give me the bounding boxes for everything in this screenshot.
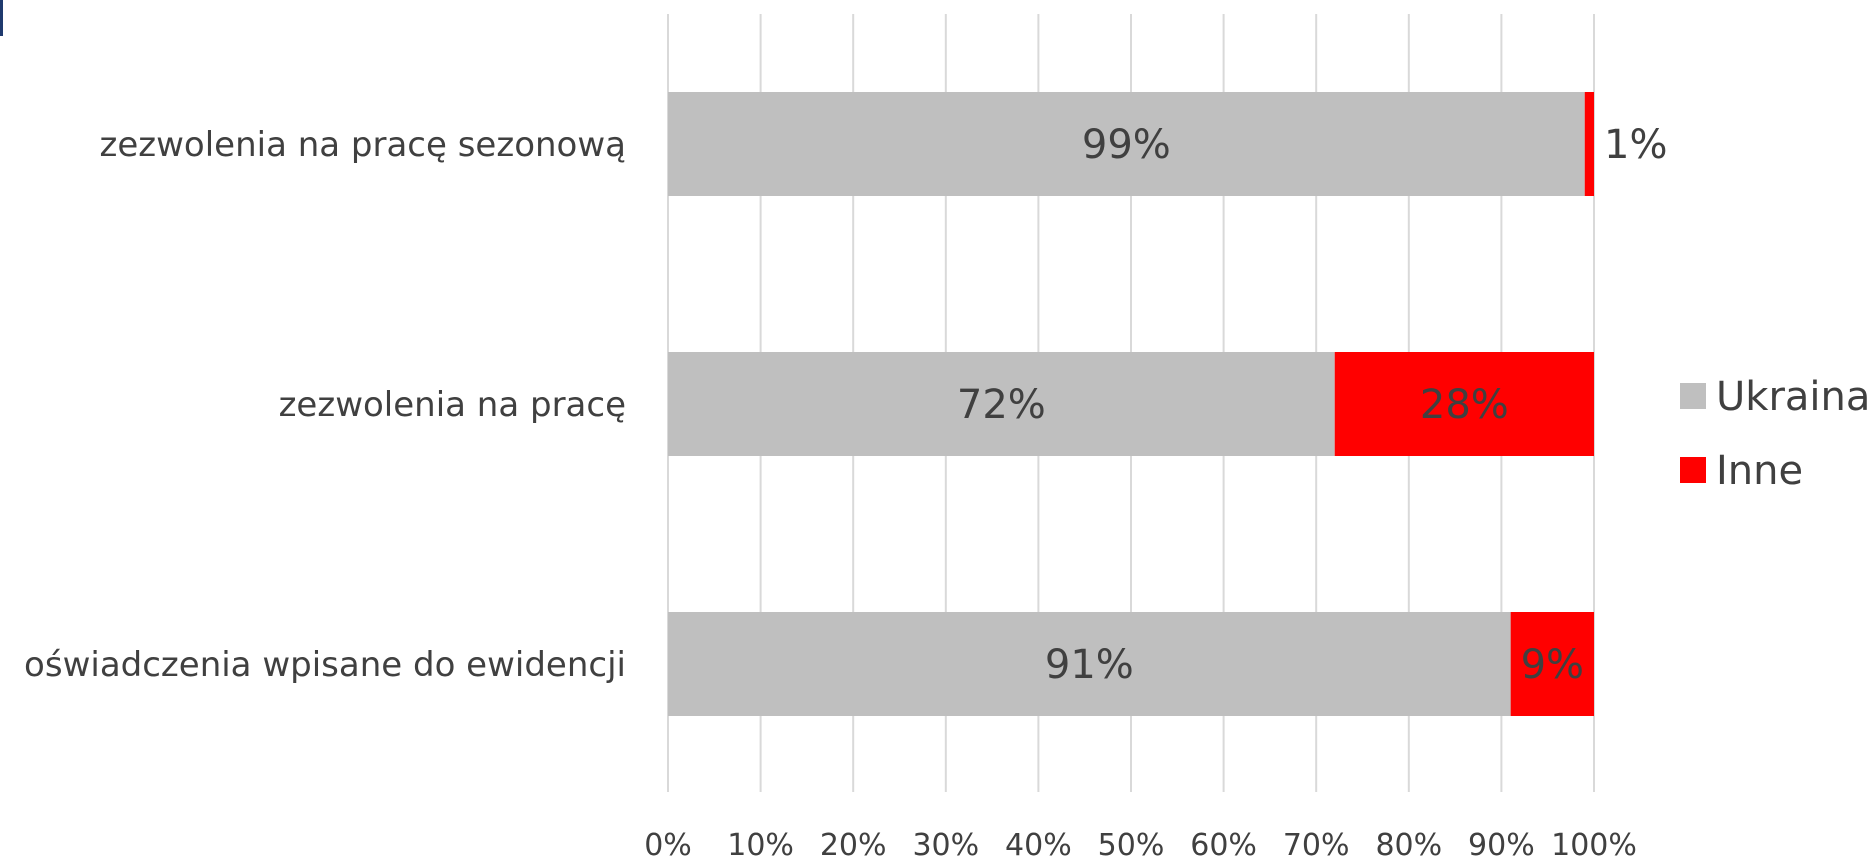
legend-label: Ukraina: [1716, 374, 1868, 420]
data-label: 72%: [957, 382, 1046, 428]
bar-segment-ukraina: [668, 92, 1585, 196]
data-label: 28%: [1420, 382, 1509, 428]
x-tick-label: 10%: [727, 828, 794, 858]
x-tick-label: 90%: [1468, 828, 1535, 858]
bar-segment-inne: [1334, 352, 1594, 456]
bar-segment-ukraina: [668, 612, 1511, 716]
x-tick-label: 70%: [1283, 828, 1350, 858]
category-label: zezwolenia na pracę sezonową: [99, 125, 626, 165]
x-tick-label: 0%: [644, 828, 692, 858]
x-tick-label: 80%: [1375, 828, 1442, 858]
data-label: 91%: [1045, 642, 1134, 688]
x-tick-label: 40%: [1005, 828, 1072, 858]
x-tick-label: 20%: [820, 828, 887, 858]
bar-segment-inne: [1584, 92, 1594, 196]
corner-accent: [0, 0, 3, 36]
category-label: oświadczenia wpisane do ewidencji: [24, 645, 626, 685]
x-tick-label: 100%: [1551, 828, 1637, 858]
x-tick-label: 60%: [1190, 828, 1257, 858]
data-label: 9%: [1521, 642, 1584, 688]
legend-swatch-ukraina: [1680, 383, 1706, 409]
data-label: 1%: [1604, 122, 1667, 168]
x-tick-label: 50%: [1098, 828, 1165, 858]
bar-segment-ukraina: [668, 352, 1335, 456]
legend-swatch-inne: [1680, 457, 1706, 483]
data-label: 99%: [1082, 122, 1171, 168]
bar-segment-inne: [1510, 612, 1594, 716]
category-label: zezwolenia na pracę: [279, 385, 626, 425]
legend-label: Inne: [1716, 448, 1803, 494]
x-tick-label: 30%: [912, 828, 979, 858]
